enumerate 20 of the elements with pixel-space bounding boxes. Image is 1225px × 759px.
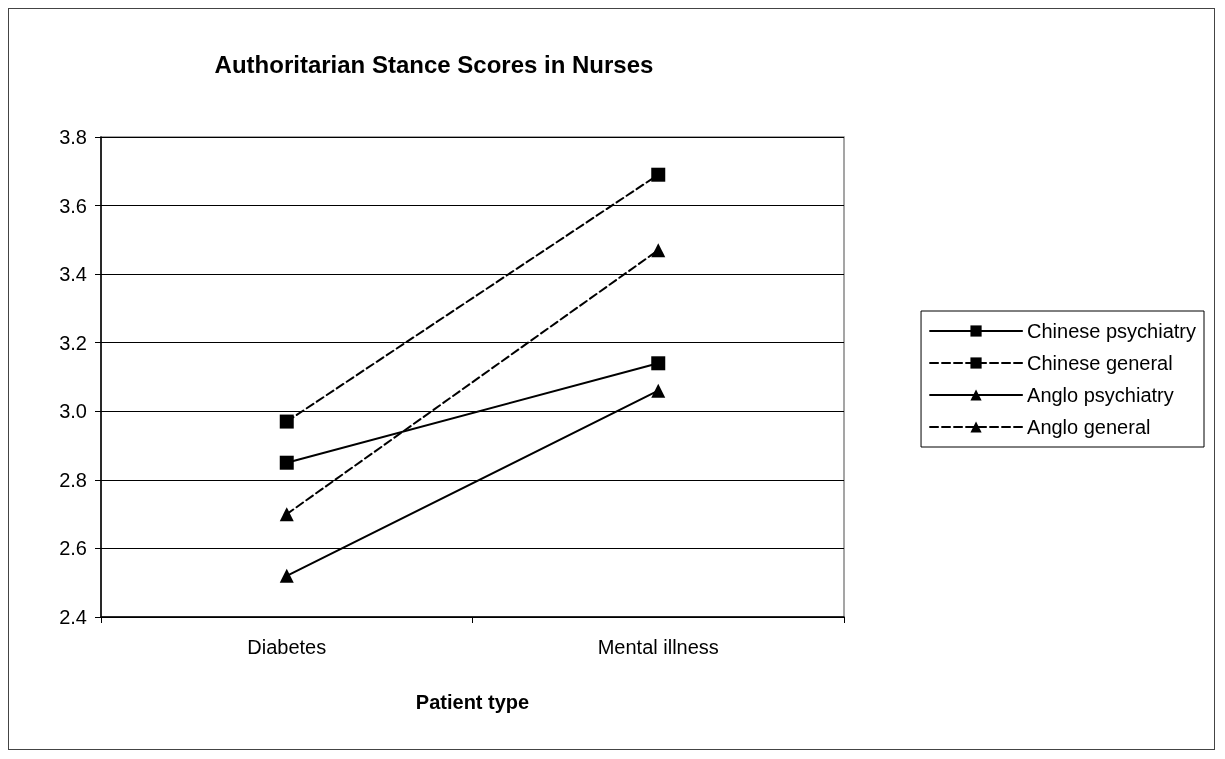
y-tick-label: 2.8: [59, 468, 87, 491]
point: [651, 167, 666, 182]
y-tick-label: 3.8: [59, 126, 87, 148]
point: [279, 455, 294, 470]
y-tick-label: 3.2: [59, 331, 87, 354]
point: [651, 356, 666, 371]
legend-label: Chinese general: [1027, 352, 1173, 374]
point: [279, 414, 294, 429]
legend-label: Anglo psychiatry: [1027, 384, 1174, 406]
x-tick-label: Diabetes: [247, 636, 327, 658]
y-tick-label: 2.4: [59, 606, 87, 628]
y-tick-label: 2.6: [59, 537, 87, 560]
legend-label: Anglo general: [1027, 416, 1151, 438]
x-tick-label: Mental illness: [597, 636, 719, 658]
x-axis-title: Patient type: [415, 691, 530, 713]
y-tick-label: 3.4: [59, 263, 87, 286]
y-tick-label: 3.0: [59, 400, 87, 423]
y-tick-label: 3.6: [59, 194, 87, 217]
chart-title: Authoritarian Stance Scores in Nurses: [214, 50, 654, 78]
legend-label: Chinese psychiatry: [1027, 320, 1196, 342]
